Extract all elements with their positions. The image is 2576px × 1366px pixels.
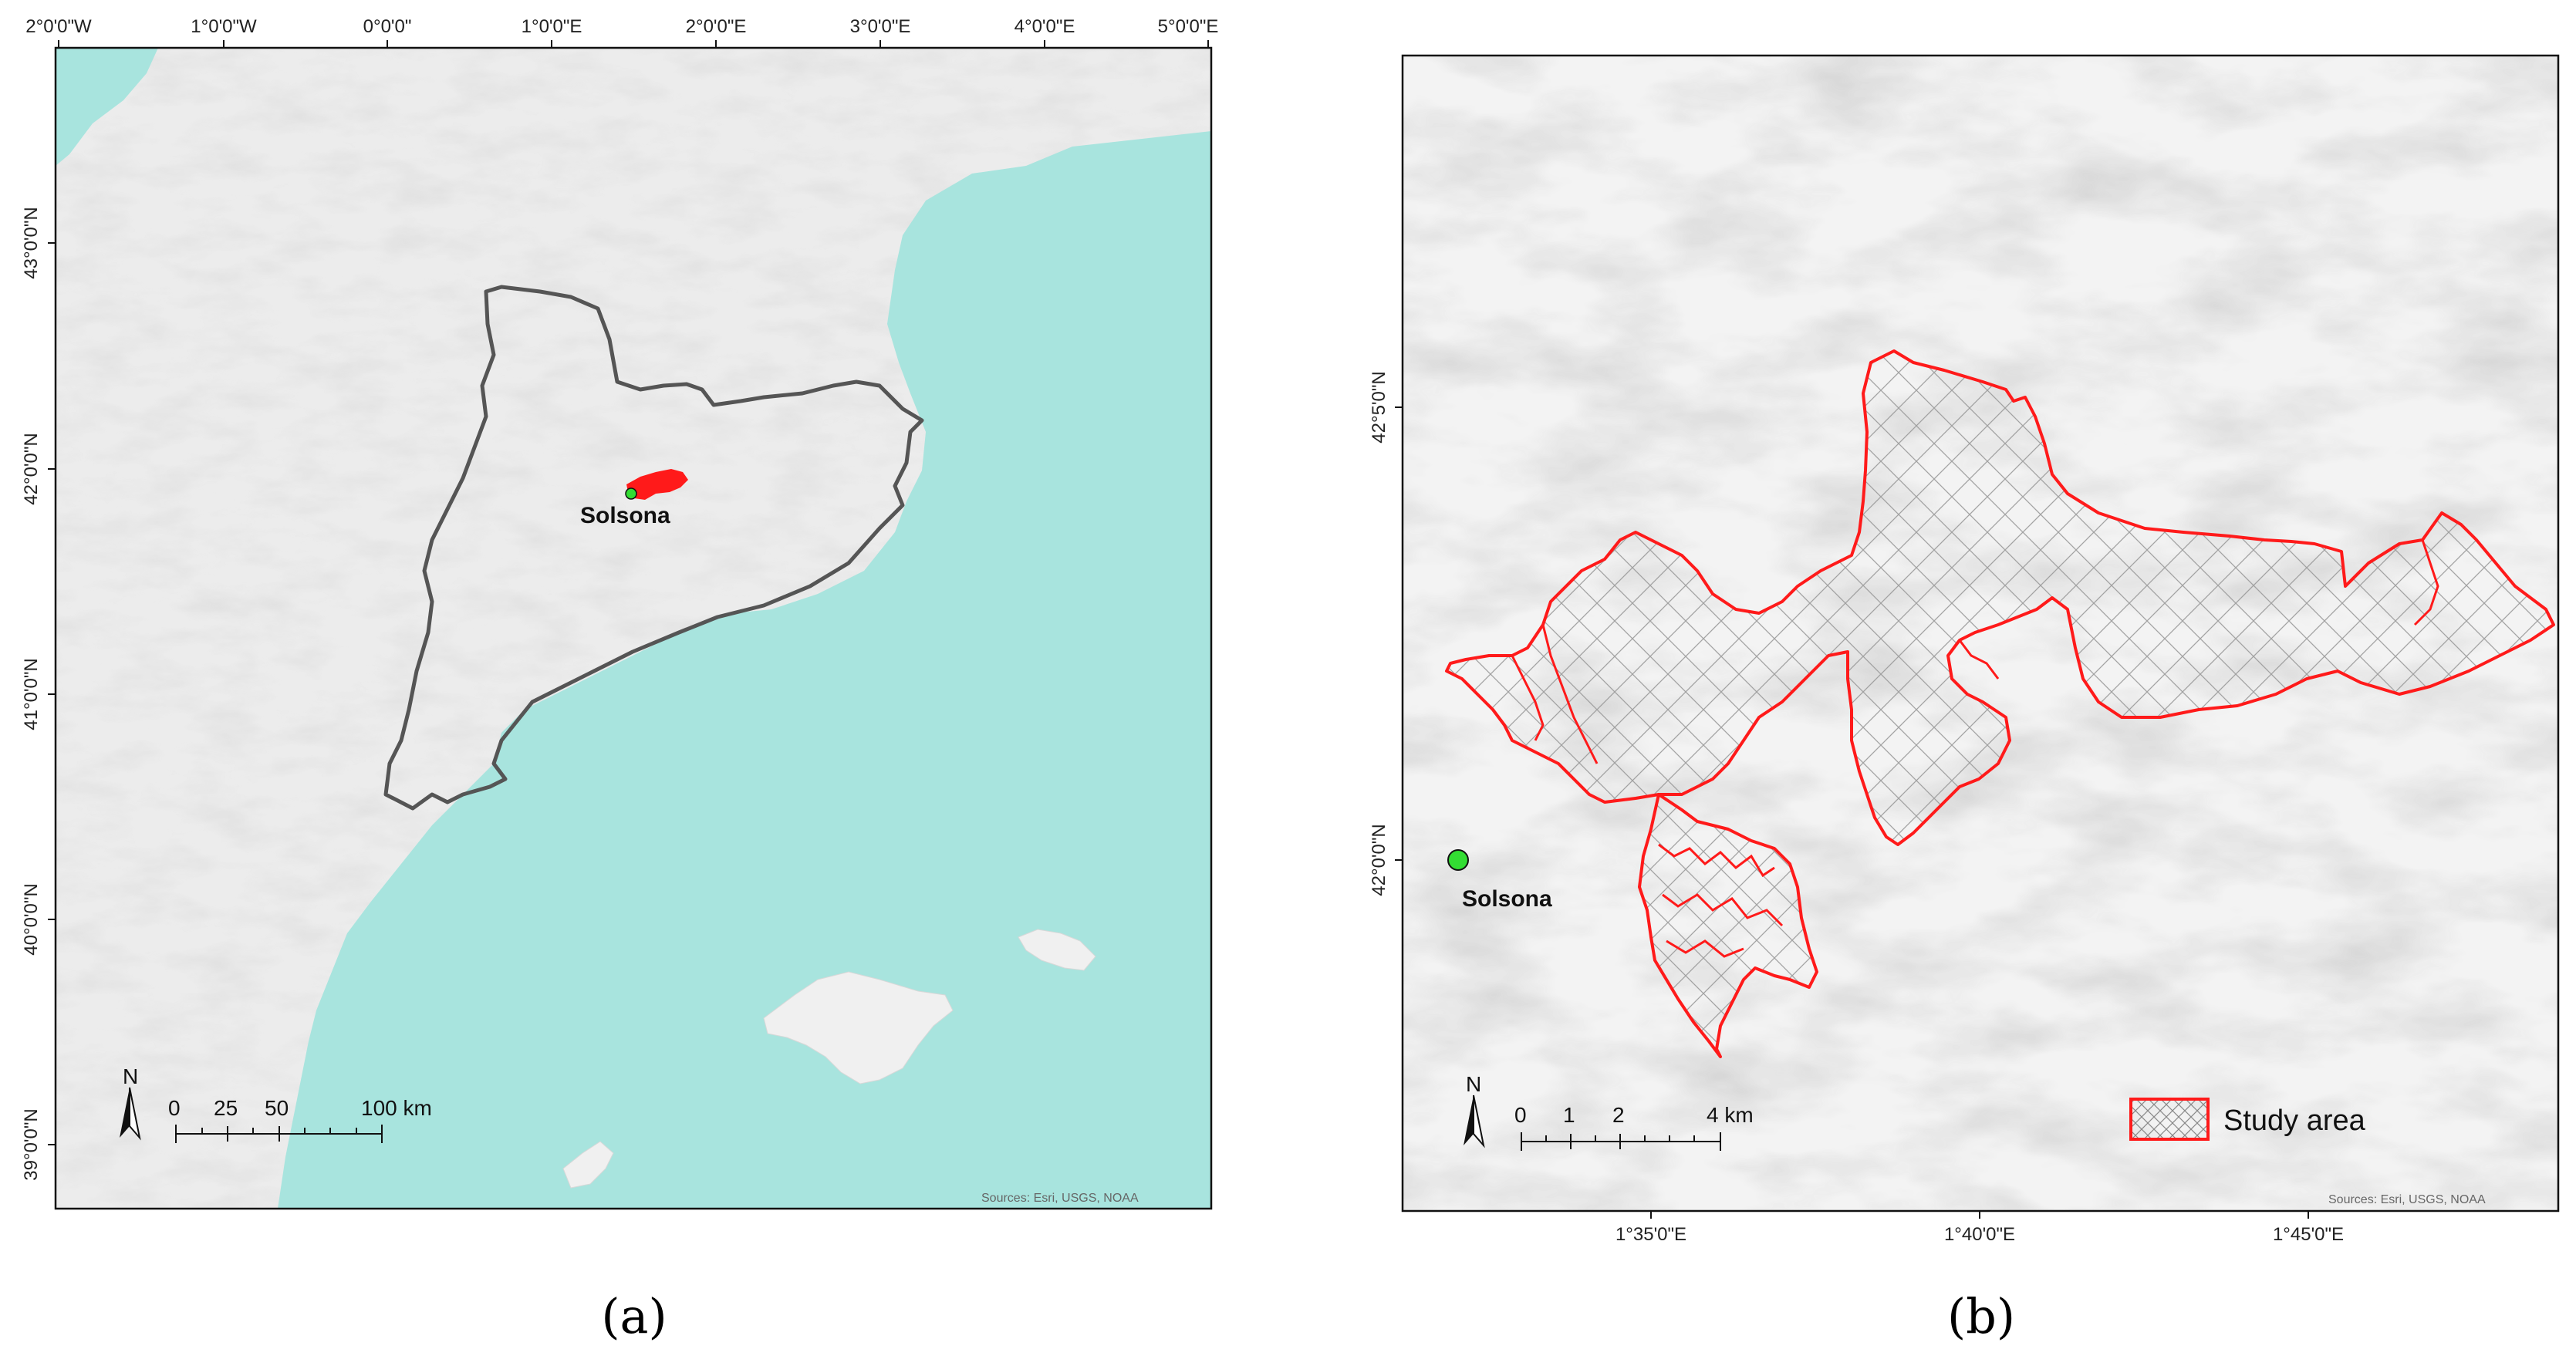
tick-42-0n: 42°0'0"N xyxy=(1369,824,1389,895)
tick-1-40e: 1°40'0"E xyxy=(1944,1224,2015,1245)
svg-text:N: N xyxy=(123,1064,138,1088)
legend-label: Study area xyxy=(2223,1105,2366,1137)
north-arrow-a: N xyxy=(120,1064,141,1141)
sea-biscay xyxy=(56,48,158,166)
tick-5e: 5°0'0"E xyxy=(1158,16,1219,37)
catalonia-outline xyxy=(383,285,924,811)
scale-b-2: 2 xyxy=(1612,1103,1625,1127)
tick-1e: 1°0'0"E xyxy=(522,16,582,37)
tick-2e: 2°0'0"E xyxy=(686,16,747,37)
left-axis-a: 43°0'0"N 42°0'0"N 41°0'0"N 40°0'0"N 39°0… xyxy=(21,207,56,1181)
sources-a: Sources: Esri, USGS, NOAA xyxy=(981,1192,1139,1205)
tick-1w: 1°0'0"W xyxy=(191,16,257,37)
sea-mediterranean xyxy=(278,131,1211,1209)
tick-3e: 3°0'0"E xyxy=(850,16,911,37)
solsona-marker-b xyxy=(1447,849,1469,871)
scale-a-100: 100 km xyxy=(361,1096,432,1120)
tick-0: 0°0'0" xyxy=(363,16,412,37)
tick-42n: 42°0'0"N xyxy=(21,433,42,504)
north-arrow-b: N xyxy=(1464,1072,1485,1148)
solsona-label-a: Solsona xyxy=(580,503,670,528)
left-axis-b: 42°5'0"N 42°0'0"N xyxy=(1369,371,1403,896)
scale-bar-a: 0 25 50 100 km xyxy=(168,1096,432,1143)
tick-2w: 2°0'0"W xyxy=(25,16,92,37)
panel-b-map: Solsona N 0 1 2 xyxy=(1369,54,2560,1344)
tick-1-35e: 1°35'0"E xyxy=(1615,1224,1686,1245)
island-mallorca xyxy=(763,971,954,1084)
sources-b: Sources: Esri, USGS, NOAA xyxy=(2328,1193,2486,1206)
bottom-axis-b: 1°35'0"E 1°40'0"E 1°45'0"E xyxy=(1615,1211,2344,1245)
panel-a-map: Solsona N 0 25 50 xyxy=(21,16,1218,1344)
solsona-label-b: Solsona xyxy=(1462,886,1552,912)
tick-42-5n: 42°5'0"N xyxy=(1369,371,1389,443)
scale-a-50: 50 xyxy=(265,1096,289,1120)
tick-41n: 41°0'0"N xyxy=(21,658,42,730)
caption-a: (a) xyxy=(601,1288,667,1344)
study-area-polygon xyxy=(1445,349,2555,1058)
svg-text:N: N xyxy=(1466,1072,1481,1096)
island-ibiza xyxy=(562,1141,614,1189)
scale-b-4: 4 km xyxy=(1707,1103,1754,1127)
scale-a-25: 25 xyxy=(214,1096,238,1120)
island-menorca xyxy=(1018,929,1096,971)
scale-bar-b: 0 1 2 4 km xyxy=(1514,1103,1754,1151)
solsona-marker xyxy=(625,487,637,500)
scale-b-1: 1 xyxy=(1563,1103,1575,1127)
tick-40n: 40°0'0"N xyxy=(21,883,42,955)
top-axis-a: 2°0'0"W 1°0'0"W 0°0'0" 1°0'0"E 2°0'0"E 3… xyxy=(25,16,1218,48)
legend: Study area xyxy=(2129,1098,2366,1141)
panel-a-frame xyxy=(54,46,1213,1210)
caption-b: (b) xyxy=(1947,1288,2015,1344)
tick-39n: 39°0'0"N xyxy=(21,1108,42,1180)
tick-43n: 43°0'0"N xyxy=(21,207,42,278)
scale-a-0: 0 xyxy=(168,1096,181,1120)
scale-b-0: 0 xyxy=(1514,1103,1527,1127)
study-area-red xyxy=(626,469,688,500)
legend-swatch xyxy=(2129,1098,2210,1141)
tick-1-45e: 1°45'0"E xyxy=(2273,1224,2344,1245)
tick-4e: 4°0'0"E xyxy=(1015,16,1075,37)
